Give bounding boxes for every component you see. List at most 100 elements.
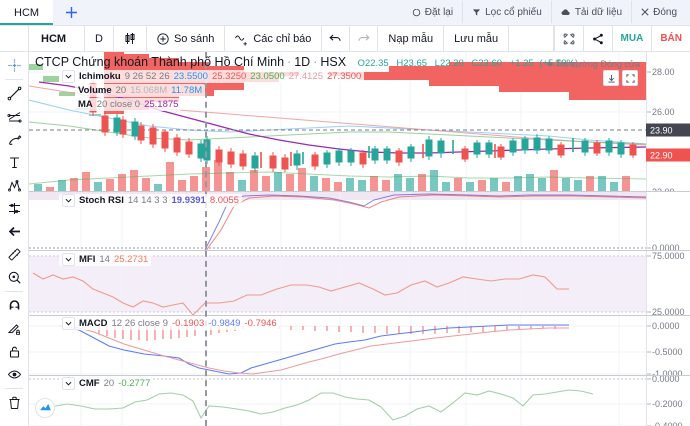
close-button[interactable]: Đóng [631,1,686,23]
buy-label: MUA [620,33,644,44]
legend-volume[interactable]: Volume 20 15.068M 11.78M [75,84,206,97]
ohlc-open: 22.35 [364,58,389,69]
crosshair-price-label: 23.90 [646,123,690,137]
close-icon [641,8,649,16]
volume-ma-line [29,171,646,185]
indicators-button[interactable]: Các chỉ báo [225,26,323,51]
chevron-down-icon[interactable] [62,70,75,83]
save-template-button[interactable]: Lưu mẫu [444,26,510,51]
ohlc-high: 23.65 [403,58,428,69]
stochrsi-pane[interactable]: Stoch RSI 14 14 3 3 19.9391 8.0055 0.000… [29,191,690,251]
legend-macd[interactable]: MACD 12 26 close 9 -0.1903 -0.9849 -0.79… [59,316,280,330]
measure-ruler-icon[interactable] [1,243,27,266]
brush-icon[interactable] [1,128,27,151]
indicators-label: Các chỉ báo [253,32,312,45]
mfi-axis[interactable]: 75.0000 25.0000 [646,250,690,316]
price-axis[interactable]: 28.00 26.00 22.00 23.90 22.90 [646,52,690,191]
chart-title-row: CTCP Chứng khoán Thành phố Hồ Chí Minh · 1… [35,55,579,69]
cmf-axis-label: 0.0000 [652,375,680,384]
redo-button[interactable] [350,26,379,51]
legend-volume-v0: 15.068M [130,85,168,96]
tab-hcm[interactable]: HCM [0,0,54,25]
macd-axis-label: 0.0000 [652,320,680,331]
fit-screen-icon[interactable] [622,70,638,86]
chevron-down-icon[interactable] [62,376,75,390]
stochrsi-k-line [204,193,646,250]
ohlc-change-pct: (+5.59%) [539,58,579,69]
ohlc-change: +1.25 [509,58,534,69]
reset-button[interactable]: Đặt lại [403,1,462,23]
chevron-down-icon[interactable] [62,252,75,266]
cmf-line [36,389,594,421]
stock-filter-button[interactable]: Lọc cổ phiếu [462,1,551,23]
chevron-down-icon[interactable] [62,193,75,207]
share-button[interactable] [582,26,612,51]
text-icon[interactable] [1,151,27,174]
stochrsi-axis[interactable]: 0.0000 [646,191,690,251]
candlestick-icon [125,33,135,44]
legend-ichimoku-v4: 27.3500 [326,71,362,82]
mfi-pane[interactable]: MFI 14 25.2731 75.0000 25.0000 [29,250,690,316]
legend-stochrsi-v1: 8.0055 [209,194,239,206]
trash-icon[interactable] [1,391,27,414]
legend-macd-v0: -0.1903 [172,317,205,329]
forecast-icon[interactable] [1,197,27,220]
ichimoku-tenkan-line [29,99,646,145]
market-status-label: Thị trường Đóng cửa [555,59,641,69]
trend-line-icon[interactable] [1,82,27,105]
legend-mfi[interactable]: MFI 14 25.2731 [59,252,152,266]
add-tab-button[interactable] [53,0,89,25]
download-data-button[interactable]: Tải dữ liệu [550,1,631,23]
ohlc-low: 22.20 [439,58,464,69]
buy-button[interactable]: MUA [611,26,652,51]
legend-ma[interactable]: MA 20 close 0 25.1875 [75,98,182,111]
legend-macd-name: MACD [79,317,108,329]
macd-axis[interactable]: 0.0000 -0.5000 -1.0000 [646,315,690,375]
price-pane[interactable]: CTCP Chứng khoán Thành phố Hồ Chí Minh · 1… [29,52,690,192]
chart-body: CTCP Chứng khoán Thành phố Hồ Chí Minh · 1… [0,52,690,426]
mfi-axis-label: 25.0000 [652,306,685,316]
legend-ichimoku[interactable]: Ichimoku 9 26 52 26 23.5500 25.3250 23.0… [59,70,365,83]
fullscreen-button[interactable] [553,26,583,51]
drawing-mode-icon[interactable] [1,317,27,340]
legend-cmf[interactable]: CMF 20 -0.2777 [59,376,154,390]
symbol-button[interactable]: HCM [29,26,85,51]
stochrsi-axis-label: 0.0000 [652,242,680,251]
chart-type-button[interactable] [114,26,147,51]
eye-icon[interactable] [1,363,27,386]
pattern-icon[interactable] [1,174,27,197]
ohlc-high-label: H [396,58,404,69]
download-icon[interactable] [603,70,619,86]
tab-bar-actions: Đặt lại Lọc cổ phiếu Tải dữ liệu Đóng [403,0,690,25]
load-template-button[interactable]: Nạp mẫu [378,26,445,51]
interval-button[interactable]: D [85,26,114,51]
macd-pane[interactable]: MACD 12 26 close 9 -0.1903 -0.9849 -0.79… [29,315,690,376]
undo-button[interactable] [322,26,351,51]
divider [5,79,23,80]
page-title: CTCP Chứng khoán Thành phố Hồ Chí Minh [35,55,285,69]
fib-retracement-icon[interactable] [1,105,27,128]
undo-icon [329,34,341,41]
compare-button[interactable]: So sánh [147,26,226,51]
legend-volume-params: 20 [115,85,127,96]
tab-bar: HCM Đặt lại Lọc cổ phiếu Tải dữ liệu Đón… [0,0,690,26]
legend-stochrsi[interactable]: Stoch RSI 14 14 3 3 19.9391 8.0055 [59,193,242,207]
sell-button[interactable]: BÁN [651,26,690,51]
chevron-down-icon[interactable] [62,316,75,330]
divider [5,388,23,389]
cmf-axis[interactable]: 0.0000 -0.2000 -0.4000 [646,375,690,426]
zoom-in-icon[interactable] [1,266,27,289]
legend-ichimoku-v2: 23.0500 [250,71,285,82]
crosshair-icon[interactable] [1,54,27,77]
tab-label: HCM [14,7,40,19]
lock-icon[interactable] [1,340,27,363]
chart-logo-icon [35,397,55,418]
magnet-icon[interactable] [1,294,27,317]
cmf-pane[interactable]: CMF 20 -0.2777 0.0000 -0.2000 -0.4000 [29,375,690,426]
macd-plot[interactable] [29,315,646,375]
ichimoku-cloud-green [29,64,101,118]
arrow-icon[interactable] [1,220,27,243]
legend-ichimoku-v0: 23.5500 [173,71,208,82]
legend-cmf-v0: -0.2777 [118,377,151,389]
chart-exchange: HSX [320,55,347,69]
